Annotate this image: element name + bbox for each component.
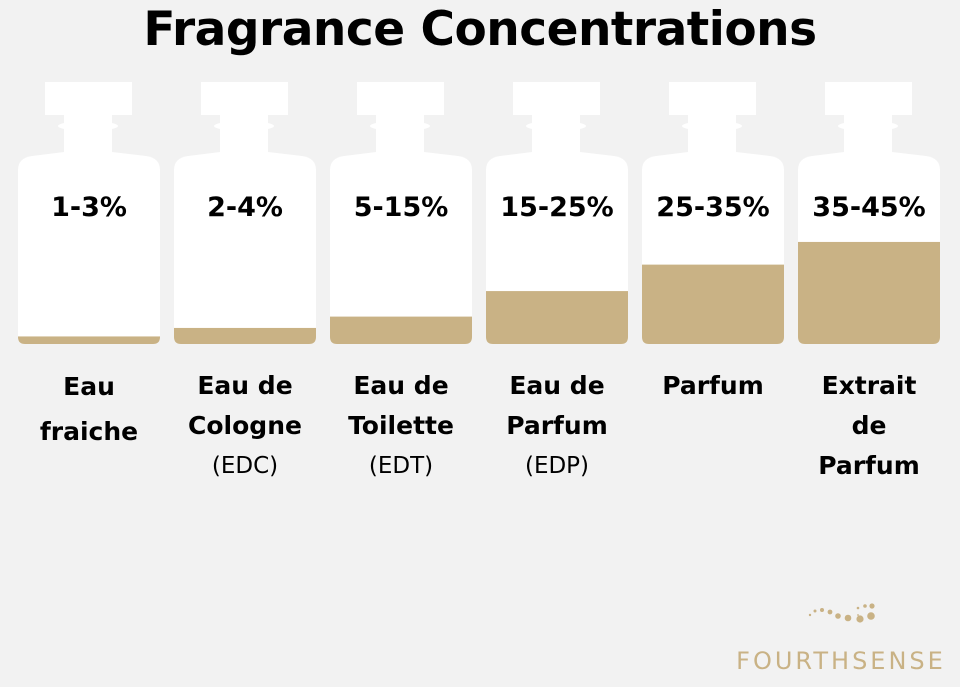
fragrance-abbr: (EDP) xyxy=(524,453,590,479)
page-title: Fragrance Concentrations xyxy=(143,2,817,57)
fragrance-name: Eau de Cologne xyxy=(188,371,302,440)
dots-logo-icon xyxy=(808,603,875,623)
bottle-label: Extrait de Parfum xyxy=(791,366,947,486)
bottle-icon xyxy=(642,82,784,344)
fragrance-name: Eau de Toilette xyxy=(348,371,454,440)
bottle-icon xyxy=(174,82,316,344)
bottle-label: Eau de Cologne (EDC) xyxy=(167,366,323,486)
concentration-percent: 35-45% xyxy=(812,192,926,223)
bottle-icon xyxy=(18,82,160,344)
fill-level xyxy=(642,264,784,344)
fragrance-name: Parfum xyxy=(662,371,764,400)
fourthsense-logo: FOURTHSENSE xyxy=(730,595,952,675)
fill-level xyxy=(798,241,940,344)
logo-text: FOURTHSENSE xyxy=(736,647,946,675)
fragrance-name: Eau de Parfum xyxy=(506,371,608,440)
bottle-label: Eau fraiche xyxy=(11,364,167,454)
bottle-3: 5-15% xyxy=(330,80,472,346)
bottle-icon xyxy=(330,82,472,344)
bottle-5: 25-35% xyxy=(642,80,784,346)
bottle-6: 35-45% xyxy=(798,80,940,346)
fragrance-name: Eau fraiche xyxy=(39,372,139,446)
concentration-percent: 25-35% xyxy=(656,192,770,223)
bottle-1: 1-3% xyxy=(18,80,160,346)
bottle-2: 2-4% xyxy=(174,80,316,346)
bottle-label: Parfum xyxy=(635,366,791,406)
bottle-label: Eau de Parfum (EDP) xyxy=(479,366,635,486)
bottle-icon xyxy=(798,82,940,344)
concentration-percent: 5-15% xyxy=(353,192,449,223)
concentration-percent: 1-3% xyxy=(51,192,127,223)
bottle-4: 15-25% xyxy=(486,80,628,346)
fill-level xyxy=(18,336,160,344)
concentration-percent: 2-4% xyxy=(207,192,283,223)
fill-level xyxy=(486,291,628,344)
fragrance-name: Extrait de Parfum xyxy=(818,371,920,480)
concentration-percent: 15-25% xyxy=(500,192,614,223)
fragrance-abbr: (EDT) xyxy=(368,453,434,479)
fragrance-abbr: (EDC) xyxy=(211,453,279,479)
fill-level xyxy=(174,327,316,344)
bottle-label: Eau de Toilette (EDT) xyxy=(323,366,479,486)
fill-level xyxy=(330,316,472,344)
bottle-icon xyxy=(486,82,628,344)
